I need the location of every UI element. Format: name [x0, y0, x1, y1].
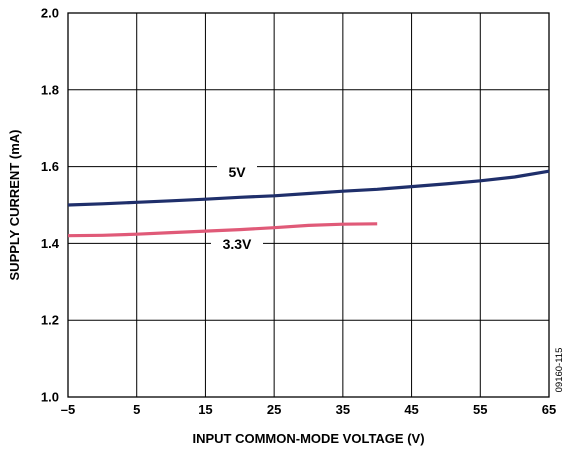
y-axis-title: SUPPLY CURRENT (mA): [7, 130, 22, 281]
series-label-background-5v: [217, 161, 257, 183]
y-axis-ticks: 1.0 1.2 1.4 1.6 1.8 2.0: [41, 6, 60, 405]
x-tick-label: 35: [336, 402, 350, 417]
series-label-5v: 5V: [228, 164, 246, 180]
series-line-5v: [67, 169, 550, 207]
y-tick-label: 1.0: [41, 390, 59, 405]
y-tick-label: 1.6: [41, 159, 59, 174]
x-tick-label: 5: [133, 402, 140, 417]
series-label-3v3: 3.3V: [223, 236, 252, 252]
x-tick-label: 25: [267, 402, 281, 417]
y-tick-label: 1.2: [41, 313, 59, 328]
y-tick-label: 1.8: [41, 82, 59, 97]
x-tick-label: 45: [404, 402, 418, 417]
figure-id: 09160-115: [554, 348, 565, 393]
x-tick-label: –5: [61, 402, 75, 417]
series-label-background-3v3: [211, 233, 263, 255]
x-tick-label: 15: [198, 402, 212, 417]
y-tick-label: 2.0: [41, 6, 59, 21]
x-axis-title: INPUT COMMON-MODE VOLTAGE (V): [192, 431, 424, 446]
x-tick-label: 65: [542, 402, 556, 417]
series-line-3v3: [67, 222, 378, 238]
plot-frame: [67, 12, 550, 398]
y-tick-label: 1.4: [41, 236, 60, 251]
x-tick-label: 55: [473, 402, 487, 417]
grid: [68, 13, 549, 397]
series-labels: 5V 3.3V: [211, 161, 263, 255]
series-layer: [67, 169, 550, 238]
x-axis-ticks: –5 5 15 25 35 45 55 65: [61, 402, 556, 417]
